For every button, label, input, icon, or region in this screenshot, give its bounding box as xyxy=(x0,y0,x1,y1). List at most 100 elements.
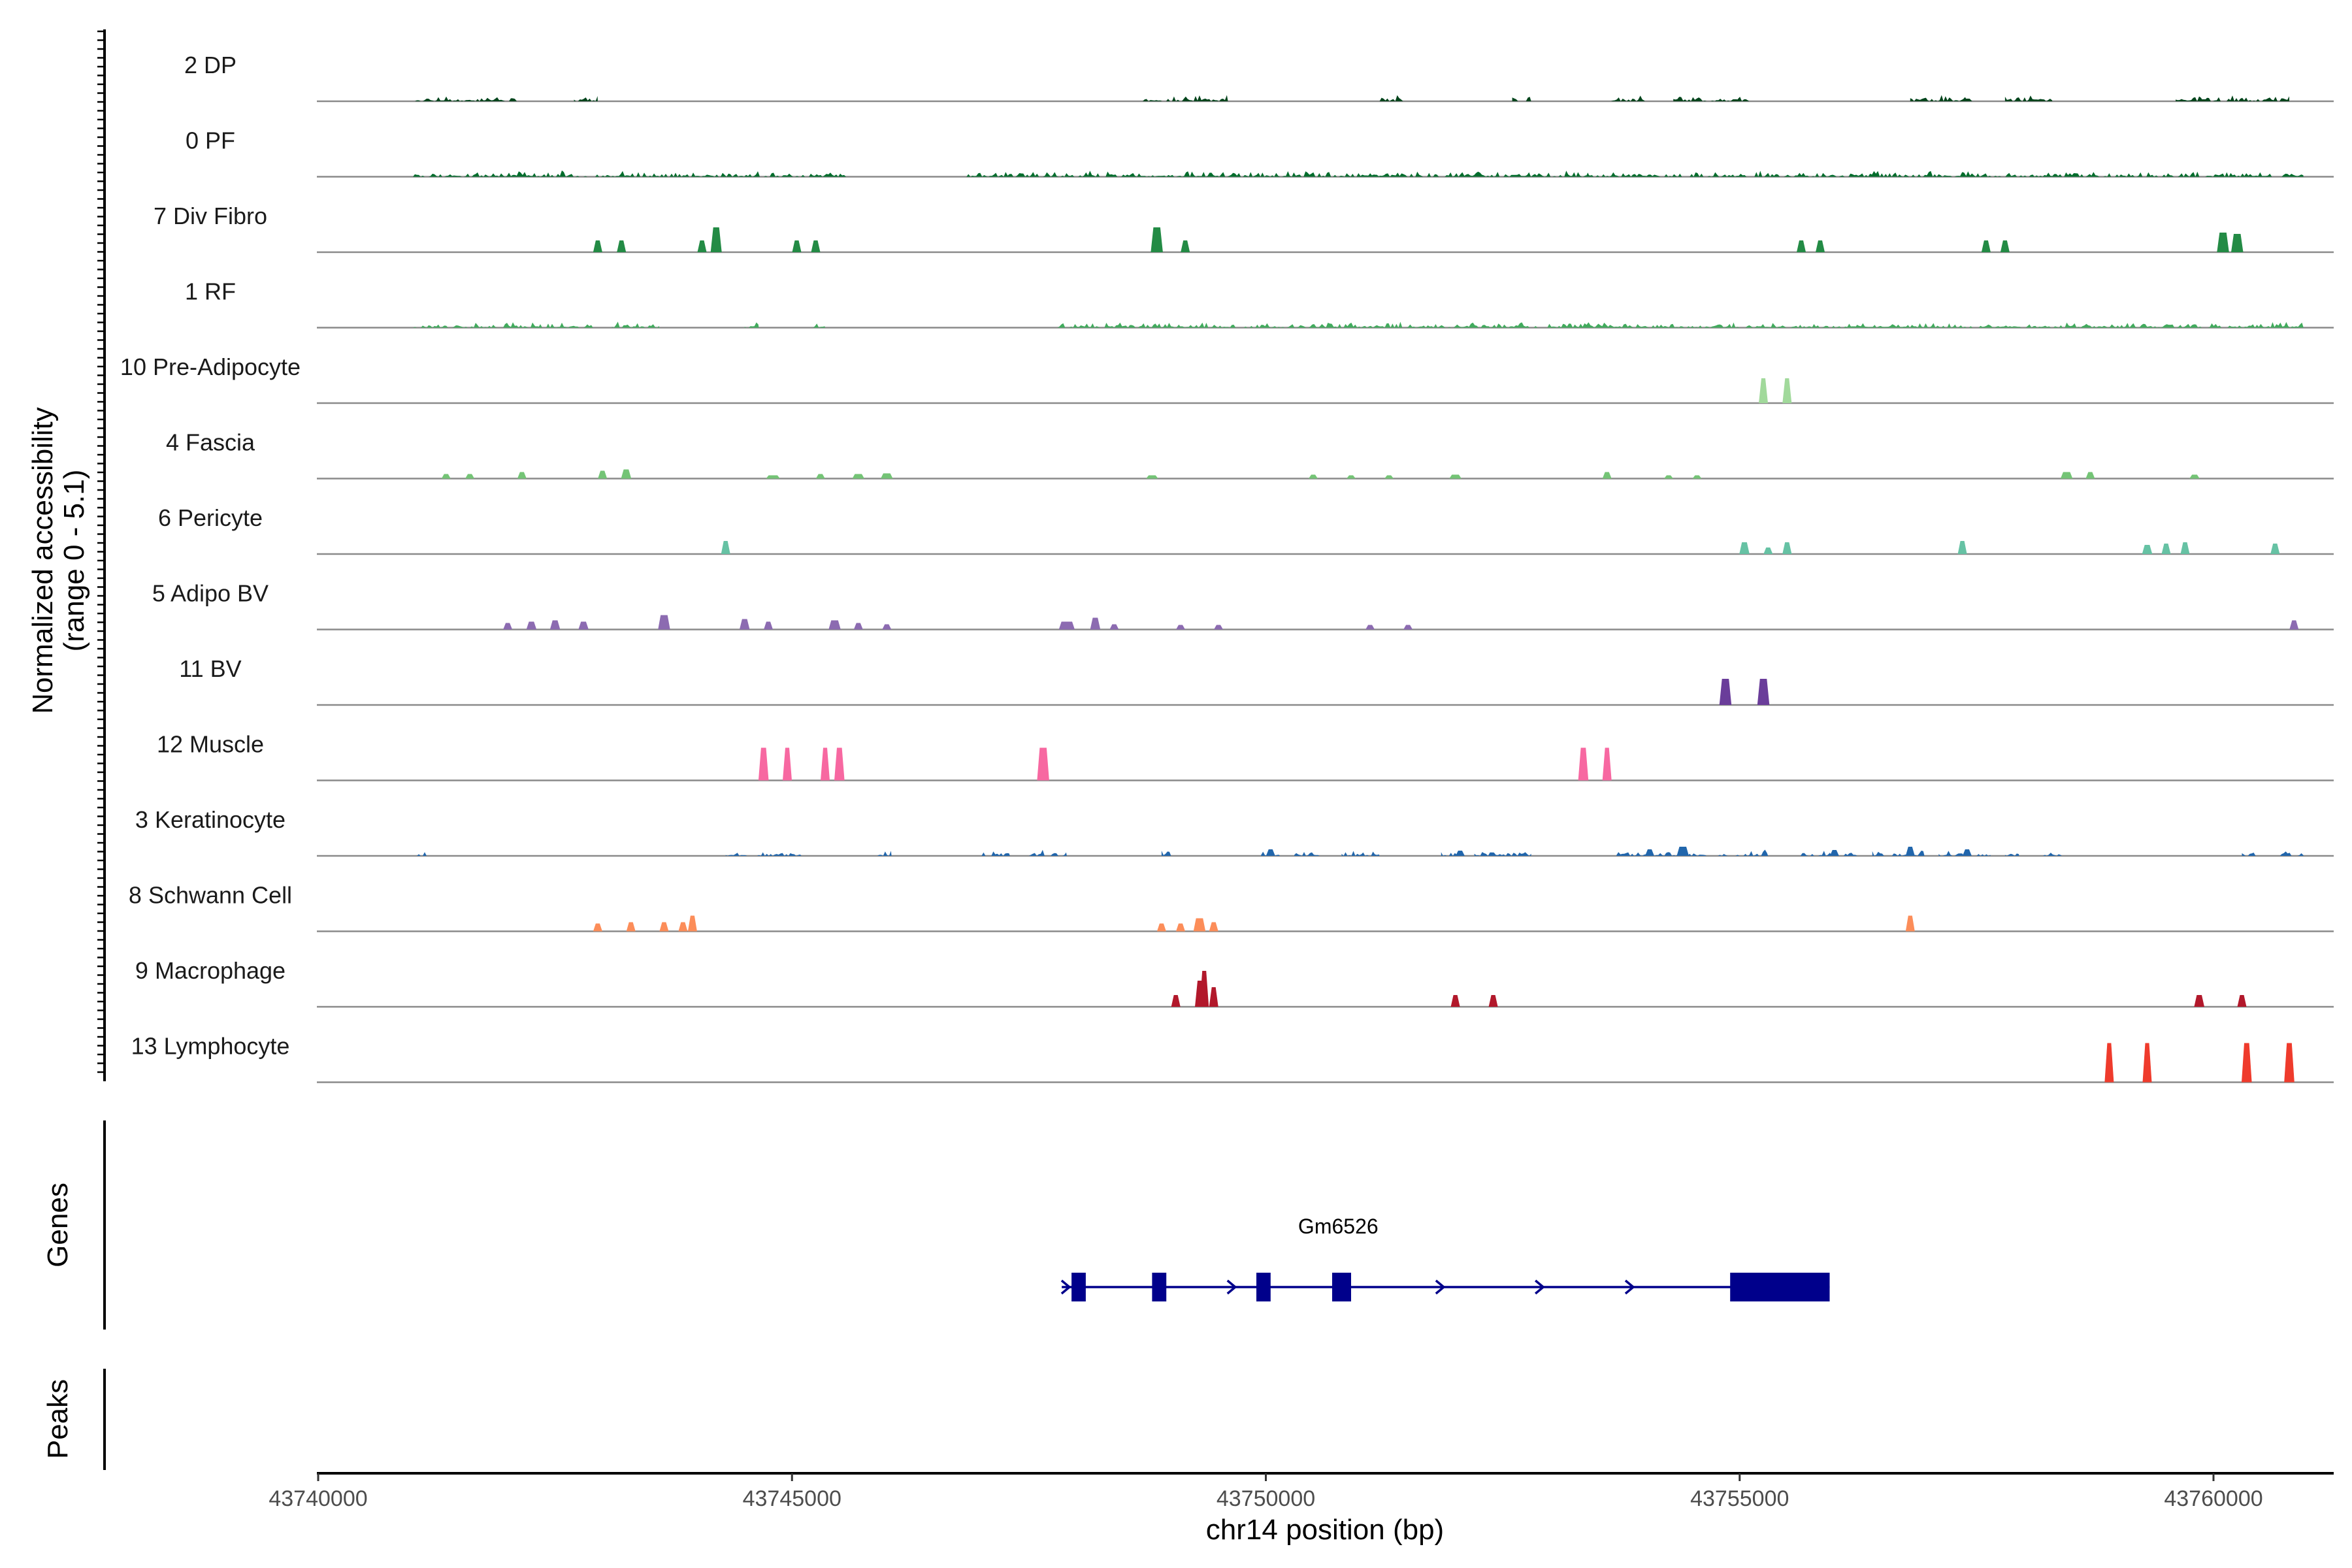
accessibility-peak xyxy=(1905,915,1915,932)
accessibility-peak xyxy=(2289,620,2299,630)
accessibility-peak xyxy=(659,922,669,932)
accessibility-peak xyxy=(1384,475,1394,479)
accessibility-peak xyxy=(1090,617,1101,630)
accessibility-peak xyxy=(1193,918,1206,932)
coverage-signal xyxy=(1161,851,1171,856)
accessibility-peak xyxy=(881,473,893,479)
accessibility-peak xyxy=(549,620,561,630)
accessibility-peak xyxy=(1719,679,1732,705)
accessibility-peak xyxy=(1109,624,1119,630)
x-axis-tick-label: 43740000 xyxy=(269,1486,367,1511)
coverage-signal xyxy=(2004,853,2019,856)
coverage-signal xyxy=(1142,95,1228,101)
coverage-signal xyxy=(1910,95,1967,101)
accessibility-peak xyxy=(1146,475,1158,479)
accessibility-peak xyxy=(1403,625,1413,630)
coverage-signal xyxy=(413,170,849,177)
accessibility-peak xyxy=(1058,621,1075,630)
coverage-track: 12 Muscle xyxy=(157,731,2334,781)
coverage-track: 6 Pericyte xyxy=(158,504,2334,555)
coverage-signal xyxy=(1028,849,1067,856)
track-label: 4 Fascia xyxy=(166,429,255,456)
x-axis-title: chr14 position (bp) xyxy=(1206,1514,1444,1546)
coverage-signal xyxy=(1654,852,1707,856)
coverage-signal xyxy=(574,96,598,101)
track-label: 6 Pericyte xyxy=(158,504,263,531)
coverage-signal xyxy=(877,851,892,856)
accessibility-peak xyxy=(1759,378,1768,403)
coverage-signal xyxy=(1057,321,2304,328)
accessibility-peak xyxy=(1455,851,1465,856)
x-axis-tick-label: 43760000 xyxy=(2164,1486,2262,1511)
accessibility-peak xyxy=(2060,472,2073,479)
accessibility-peak xyxy=(1266,849,1275,856)
accessibility-peak xyxy=(2199,99,2209,101)
strand-arrow xyxy=(1226,1279,1237,1295)
accessibility-peak xyxy=(1037,747,1049,781)
coverage-signal xyxy=(1938,851,1967,856)
accessibility-peak xyxy=(1981,240,1991,252)
accessibility-peak xyxy=(1449,474,1462,479)
accessibility-peak xyxy=(503,623,513,630)
coverage-signal xyxy=(811,323,825,328)
accessibility-peak xyxy=(658,615,670,630)
accessibility-peak xyxy=(1757,679,1770,705)
coverage-signal xyxy=(1294,852,1323,856)
gene-exon xyxy=(1256,1273,1271,1301)
accessibility-peak xyxy=(526,621,537,630)
accessibility-peak xyxy=(517,174,527,177)
accessibility-peak xyxy=(1739,542,1750,554)
x-axis-ticks: 43740000 43745000 43750000 43755000 43760000 xyxy=(269,1473,2263,1511)
accessibility-peak xyxy=(687,915,697,932)
coverage-signal xyxy=(1474,852,1531,856)
x-axis-tick-label: 43750000 xyxy=(1217,1486,1315,1511)
y-axis-title: Normalized accessibility xyxy=(27,407,59,713)
accessibility-peak xyxy=(2142,545,2153,554)
accessibility-peak xyxy=(2242,1043,2252,1083)
coverage-signal xyxy=(1341,851,1380,856)
gene-exon xyxy=(1332,1273,1351,1301)
track-label: 0 PF xyxy=(186,127,235,154)
accessibility-peak xyxy=(593,923,602,932)
coverage-track: 4 Fascia xyxy=(166,429,2334,480)
track-label: 10 Pre-Adipocyte xyxy=(120,353,301,380)
accessibility-peak xyxy=(815,474,825,479)
coverage-signal xyxy=(612,321,660,328)
accessibility-peak xyxy=(721,541,730,554)
accessibility-peak xyxy=(2085,472,2095,479)
accessibility-peak xyxy=(1692,475,1702,479)
accessibility-peak xyxy=(853,623,863,630)
coverage-signal xyxy=(725,852,802,856)
strand-arrow xyxy=(1624,1279,1635,1295)
track-label: 2 DP xyxy=(184,52,237,78)
accessibility-peak xyxy=(792,240,802,252)
accessibility-peak xyxy=(1151,227,1163,252)
coverage-track: 13 Lymphocyte xyxy=(131,1033,2334,1083)
accessibility-peak xyxy=(1176,326,1185,328)
strand-arrow xyxy=(1435,1279,1446,1295)
track-label: 7 Div Fibro xyxy=(154,203,267,229)
accessibility-peak xyxy=(1730,99,1740,101)
accessibility-peak xyxy=(1763,547,1773,554)
accessibility-peak xyxy=(1754,326,1763,328)
accessibility-peak xyxy=(678,922,688,932)
track-label: 9 Macrophage xyxy=(135,957,286,984)
x-axis-tick-label: 43745000 xyxy=(743,1486,841,1511)
coverage-track: 3 Keratinocyte xyxy=(135,806,2334,857)
accessibility-peak xyxy=(578,621,589,630)
coverage-signal xyxy=(413,322,593,328)
accessibility-peak xyxy=(1676,847,1689,856)
accessibility-peak xyxy=(1602,747,1612,781)
accessibility-peak xyxy=(1309,474,1318,479)
accessibility-peak xyxy=(517,472,527,479)
accessibility-peak xyxy=(739,619,750,630)
coverage-track: 1 RF xyxy=(185,278,2334,329)
accessibility-peak xyxy=(783,747,792,781)
accessibility-peak xyxy=(2270,544,2280,554)
accessibility-peak xyxy=(1782,542,1792,554)
accessibility-peak xyxy=(710,227,722,252)
accessibility-peak xyxy=(531,326,541,328)
coverage-signal xyxy=(1796,851,1863,856)
accessibility-peak xyxy=(621,469,632,479)
accessibility-peak xyxy=(1156,923,1166,932)
